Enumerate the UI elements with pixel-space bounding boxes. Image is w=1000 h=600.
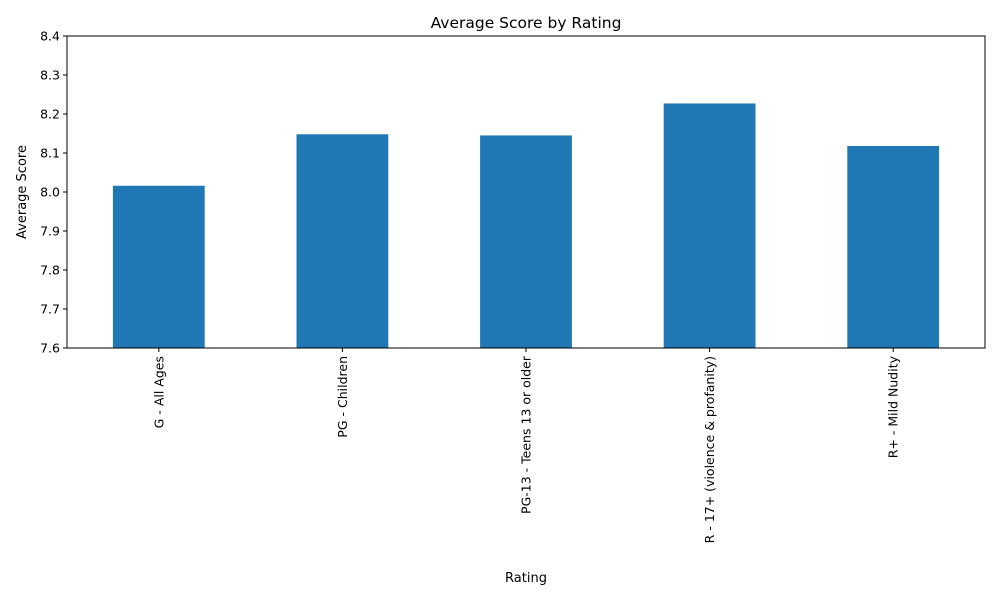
y-tick-label: 8.1 xyxy=(40,146,60,161)
y-axis: 7.6 7.7 7.8 7.9 8.0 8.1 8.2 8.3 8.4 xyxy=(40,29,67,356)
y-tick-label: 7.9 xyxy=(40,224,60,239)
y-tick-label: 7.6 xyxy=(40,341,60,356)
x-tick-label: R - 17+ (violence & profanity) xyxy=(702,356,717,543)
y-tick-label: 7.7 xyxy=(40,302,60,317)
x-tick-label: G - All Ages xyxy=(151,356,166,428)
x-axis: G - All Ages PG - Children PG-13 - Teens 1… xyxy=(151,348,901,543)
x-tick-label: PG-13 - Teens 13 or older xyxy=(519,355,534,514)
bars-group xyxy=(112,103,940,348)
x-tick-label: R+ - Mild Nudity xyxy=(886,355,901,458)
y-axis-title: Average Score xyxy=(15,145,30,239)
y-tick-label: 8.3 xyxy=(40,68,60,83)
x-axis-title: Rating xyxy=(505,571,547,586)
y-tick-label: 8.4 xyxy=(40,29,60,44)
chart-title: Average Score by Rating xyxy=(431,14,622,32)
bar-3 xyxy=(663,103,756,348)
bar-2 xyxy=(480,135,572,348)
y-tick-label: 8.0 xyxy=(40,185,60,200)
bar-1 xyxy=(296,134,389,348)
x-tick-label: PG - Children xyxy=(335,356,350,438)
plot-frame xyxy=(66,35,986,349)
bar-4 xyxy=(847,145,940,348)
bar-0 xyxy=(112,185,205,348)
y-tick-label: 7.8 xyxy=(40,263,60,278)
y-tick-label: 8.2 xyxy=(40,107,60,122)
